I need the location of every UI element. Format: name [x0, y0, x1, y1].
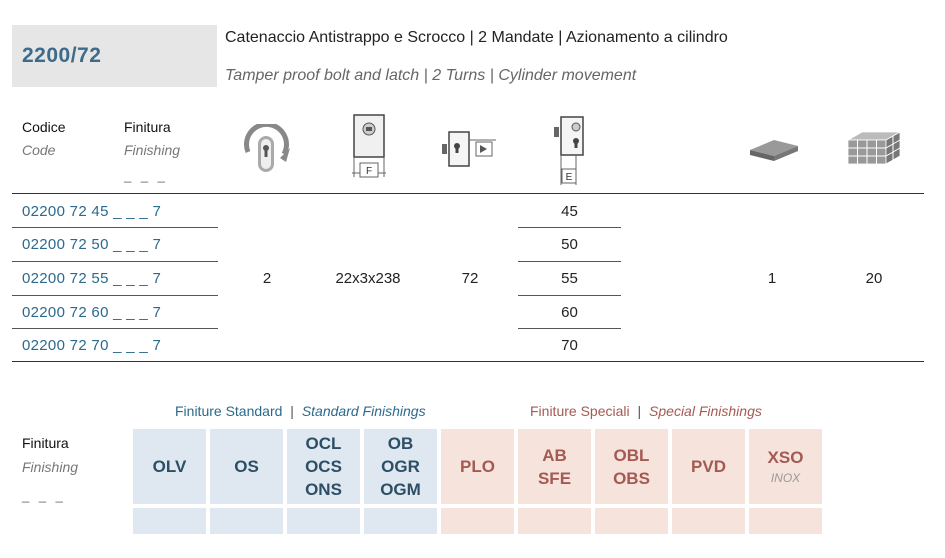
table-row-code: 02200 72 60 _ _ _ 7: [22, 304, 162, 321]
faceplate-value: 22x3x238: [335, 270, 401, 287]
finish-cell-ocl: OCL OCS ONS: [287, 429, 360, 504]
table-row-backset: 60: [561, 304, 578, 321]
turns-icon: [243, 124, 290, 172]
finish-cell-xso: XSO INOX: [749, 429, 822, 504]
header-code-en: Code: [22, 142, 56, 158]
row-divider-backset-2: [518, 261, 621, 262]
finish-empty-cell: [518, 508, 591, 534]
table-row-backset: 50: [561, 236, 578, 253]
finish-empty-cell: [672, 508, 745, 534]
finish-cell-ob: OB OGR OGM: [364, 429, 437, 504]
faceplate-label-f: F: [366, 166, 372, 177]
finish-empty-cell: [441, 508, 514, 534]
model-code: 2200/72: [22, 44, 102, 67]
single-pack-icon: [750, 140, 798, 161]
header-finish-it: Finitura: [124, 119, 171, 135]
lock-depth-icon: [442, 131, 496, 167]
title-english: Tamper proof bolt and latch | 2 Turns | …: [225, 67, 637, 84]
box-pack-icon: [846, 131, 902, 165]
table-row-code: 02200 72 50 _ _ _ 7: [22, 236, 162, 253]
finish-label-en: Finishing: [22, 459, 79, 475]
row-divider-codes-4: [12, 328, 218, 329]
standard-finishes-title: Finiture Standard | Standard Finishings: [175, 403, 426, 419]
backset-icon: E: [554, 116, 584, 185]
table-row-code: 02200 72 70 _ _ _ 7: [22, 337, 162, 354]
backset-label-e: E: [566, 172, 573, 183]
header-finish-en: Finishing: [124, 142, 181, 158]
model-box: [12, 25, 217, 87]
finish-label-dash: _ _ _: [22, 488, 66, 503]
table-top-line: [12, 193, 924, 194]
finish-label-it: Finitura: [22, 435, 69, 451]
row-divider-codes-3: [12, 295, 218, 296]
finish-empty-cell: [210, 508, 283, 534]
finish-cell-os: OS: [210, 429, 283, 504]
finish-empty-cell: [364, 508, 437, 534]
table-row-backset: 45: [561, 203, 578, 220]
finish-empty-cell: [133, 508, 206, 534]
finish-cell-obl: OBL OBS: [595, 429, 668, 504]
row-divider-backset-1: [518, 227, 621, 228]
turns-value: 2: [262, 270, 272, 287]
row-divider-codes-2: [12, 261, 218, 262]
table-row-backset: 70: [561, 337, 578, 354]
special-finishes-title: Finiture Speciali | Special Finishings: [530, 403, 762, 419]
table-row-code: 02200 72 45 _ _ _ 7: [22, 203, 162, 220]
single-pack-value: 1: [767, 270, 777, 287]
row-divider-codes-1: [12, 227, 218, 228]
row-divider-backset-4: [518, 328, 621, 329]
finish-empty-cell: [749, 508, 822, 534]
table-row-code: 02200 72 55 _ _ _ 7: [22, 270, 162, 287]
depth-value: 72: [461, 270, 479, 287]
finish-empty-cell: [287, 508, 360, 534]
faceplate-width-icon: F: [352, 114, 386, 178]
header-code-it: Codice: [22, 119, 66, 135]
table-bottom-line: [12, 361, 924, 362]
finish-cell-olv: OLV: [133, 429, 206, 504]
box-pack-value: 20: [865, 270, 883, 287]
finish-cell-plo: PLO: [441, 429, 514, 504]
finish-empty-cell: [595, 508, 668, 534]
header-finish-dash: _ _ _: [124, 168, 168, 183]
finish-cell-ab: AB SFE: [518, 429, 591, 504]
title-italian: Catenaccio Antistrappo e Scrocco | 2 Man…: [225, 29, 728, 46]
finish-inox-sub: INOX: [770, 471, 801, 485]
row-divider-backset-3: [518, 295, 621, 296]
finish-cell-pvd: PVD: [672, 429, 745, 504]
table-row-backset: 55: [561, 270, 578, 287]
